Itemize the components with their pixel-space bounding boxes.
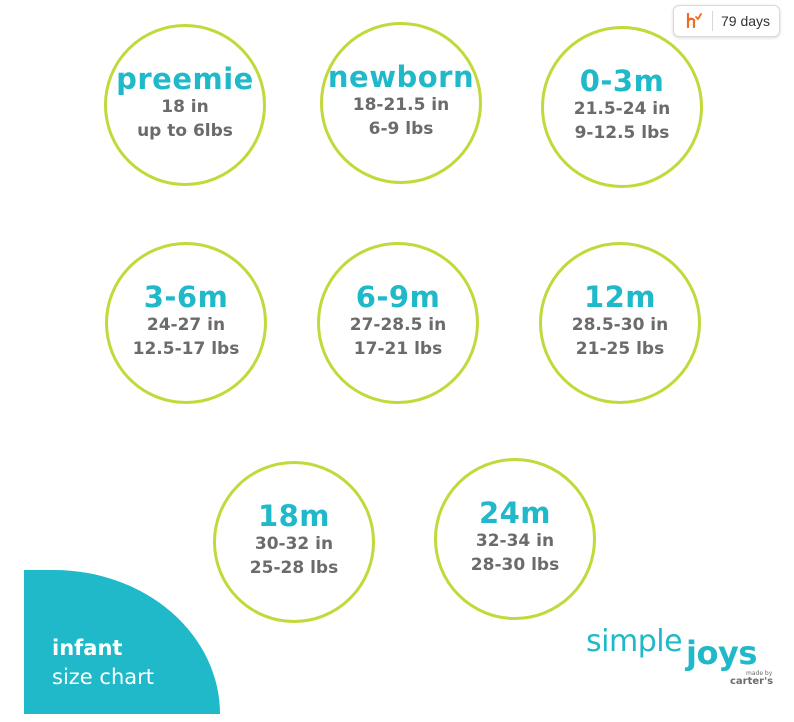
size-circle-newborn: newborn 18-21.5 in 6-9 lbs — [320, 22, 482, 184]
size-weight: 12.5-17 lbs — [132, 339, 240, 359]
size-length: 18 in — [161, 97, 209, 117]
size-label: 24m — [478, 496, 552, 530]
size-weight: 9-12.5 lbs — [574, 123, 670, 143]
brand-carters-text: carter's — [730, 676, 774, 687]
badge-days-text: 79 days — [721, 13, 771, 29]
brand-simple-text: simple — [586, 624, 683, 659]
size-weight: 25-28 lbs — [249, 558, 339, 578]
size-length: 18-21.5 in — [352, 95, 450, 115]
size-circle-6-9m: 6-9m 27-28.5 in 17-21 lbs — [317, 242, 479, 404]
size-circle-preemie: preemie 18 in up to 6lbs — [104, 24, 266, 186]
badge-divider — [712, 11, 713, 31]
size-weight: 6-9 lbs — [368, 119, 434, 139]
size-length: 24-27 in — [146, 315, 226, 335]
size-circle-18m: 18m 30-32 in 25-28 lbs — [213, 461, 375, 623]
brand-made-by-text: made by — [746, 670, 773, 677]
size-label: 18m — [257, 499, 331, 533]
size-weight: 28-30 lbs — [470, 555, 560, 575]
size-circle-12m: 12m 28.5-30 in 21-25 lbs — [539, 242, 701, 404]
size-label: 3-6m — [143, 280, 229, 314]
size-circle-24m: 24m 32-34 in 28-30 lbs — [434, 458, 596, 620]
size-weight: 21-25 lbs — [575, 339, 665, 359]
size-label: preemie — [116, 62, 254, 96]
size-label: 0-3m — [579, 64, 665, 98]
chart-title: infant — [52, 636, 123, 660]
size-length: 28.5-30 in — [571, 315, 669, 335]
size-length: 30-32 in — [254, 534, 334, 554]
size-label: 12m — [583, 280, 657, 314]
simple-joys-logo: simple joys made by carter's — [586, 624, 776, 694]
size-label: newborn — [327, 60, 475, 94]
size-weight: 17-21 lbs — [353, 339, 443, 359]
size-length: 27-28.5 in — [349, 315, 447, 335]
honey-logo-icon — [680, 10, 706, 32]
chart-subtitle: size chart — [52, 665, 154, 689]
size-label: 6-9m — [355, 280, 441, 314]
size-length: 21.5-24 in — [573, 99, 671, 119]
size-weight: up to 6lbs — [137, 121, 233, 141]
brand-joys-text: joys — [686, 634, 757, 672]
size-length: 32-34 in — [475, 531, 555, 551]
size-circle-3-6m: 3-6m 24-27 in 12.5-17 lbs — [105, 242, 267, 404]
honey-extension-badge[interactable]: 79 days — [673, 5, 780, 37]
size-circle-0-3m: 0-3m 21.5-24 in 9-12.5 lbs — [541, 26, 703, 188]
